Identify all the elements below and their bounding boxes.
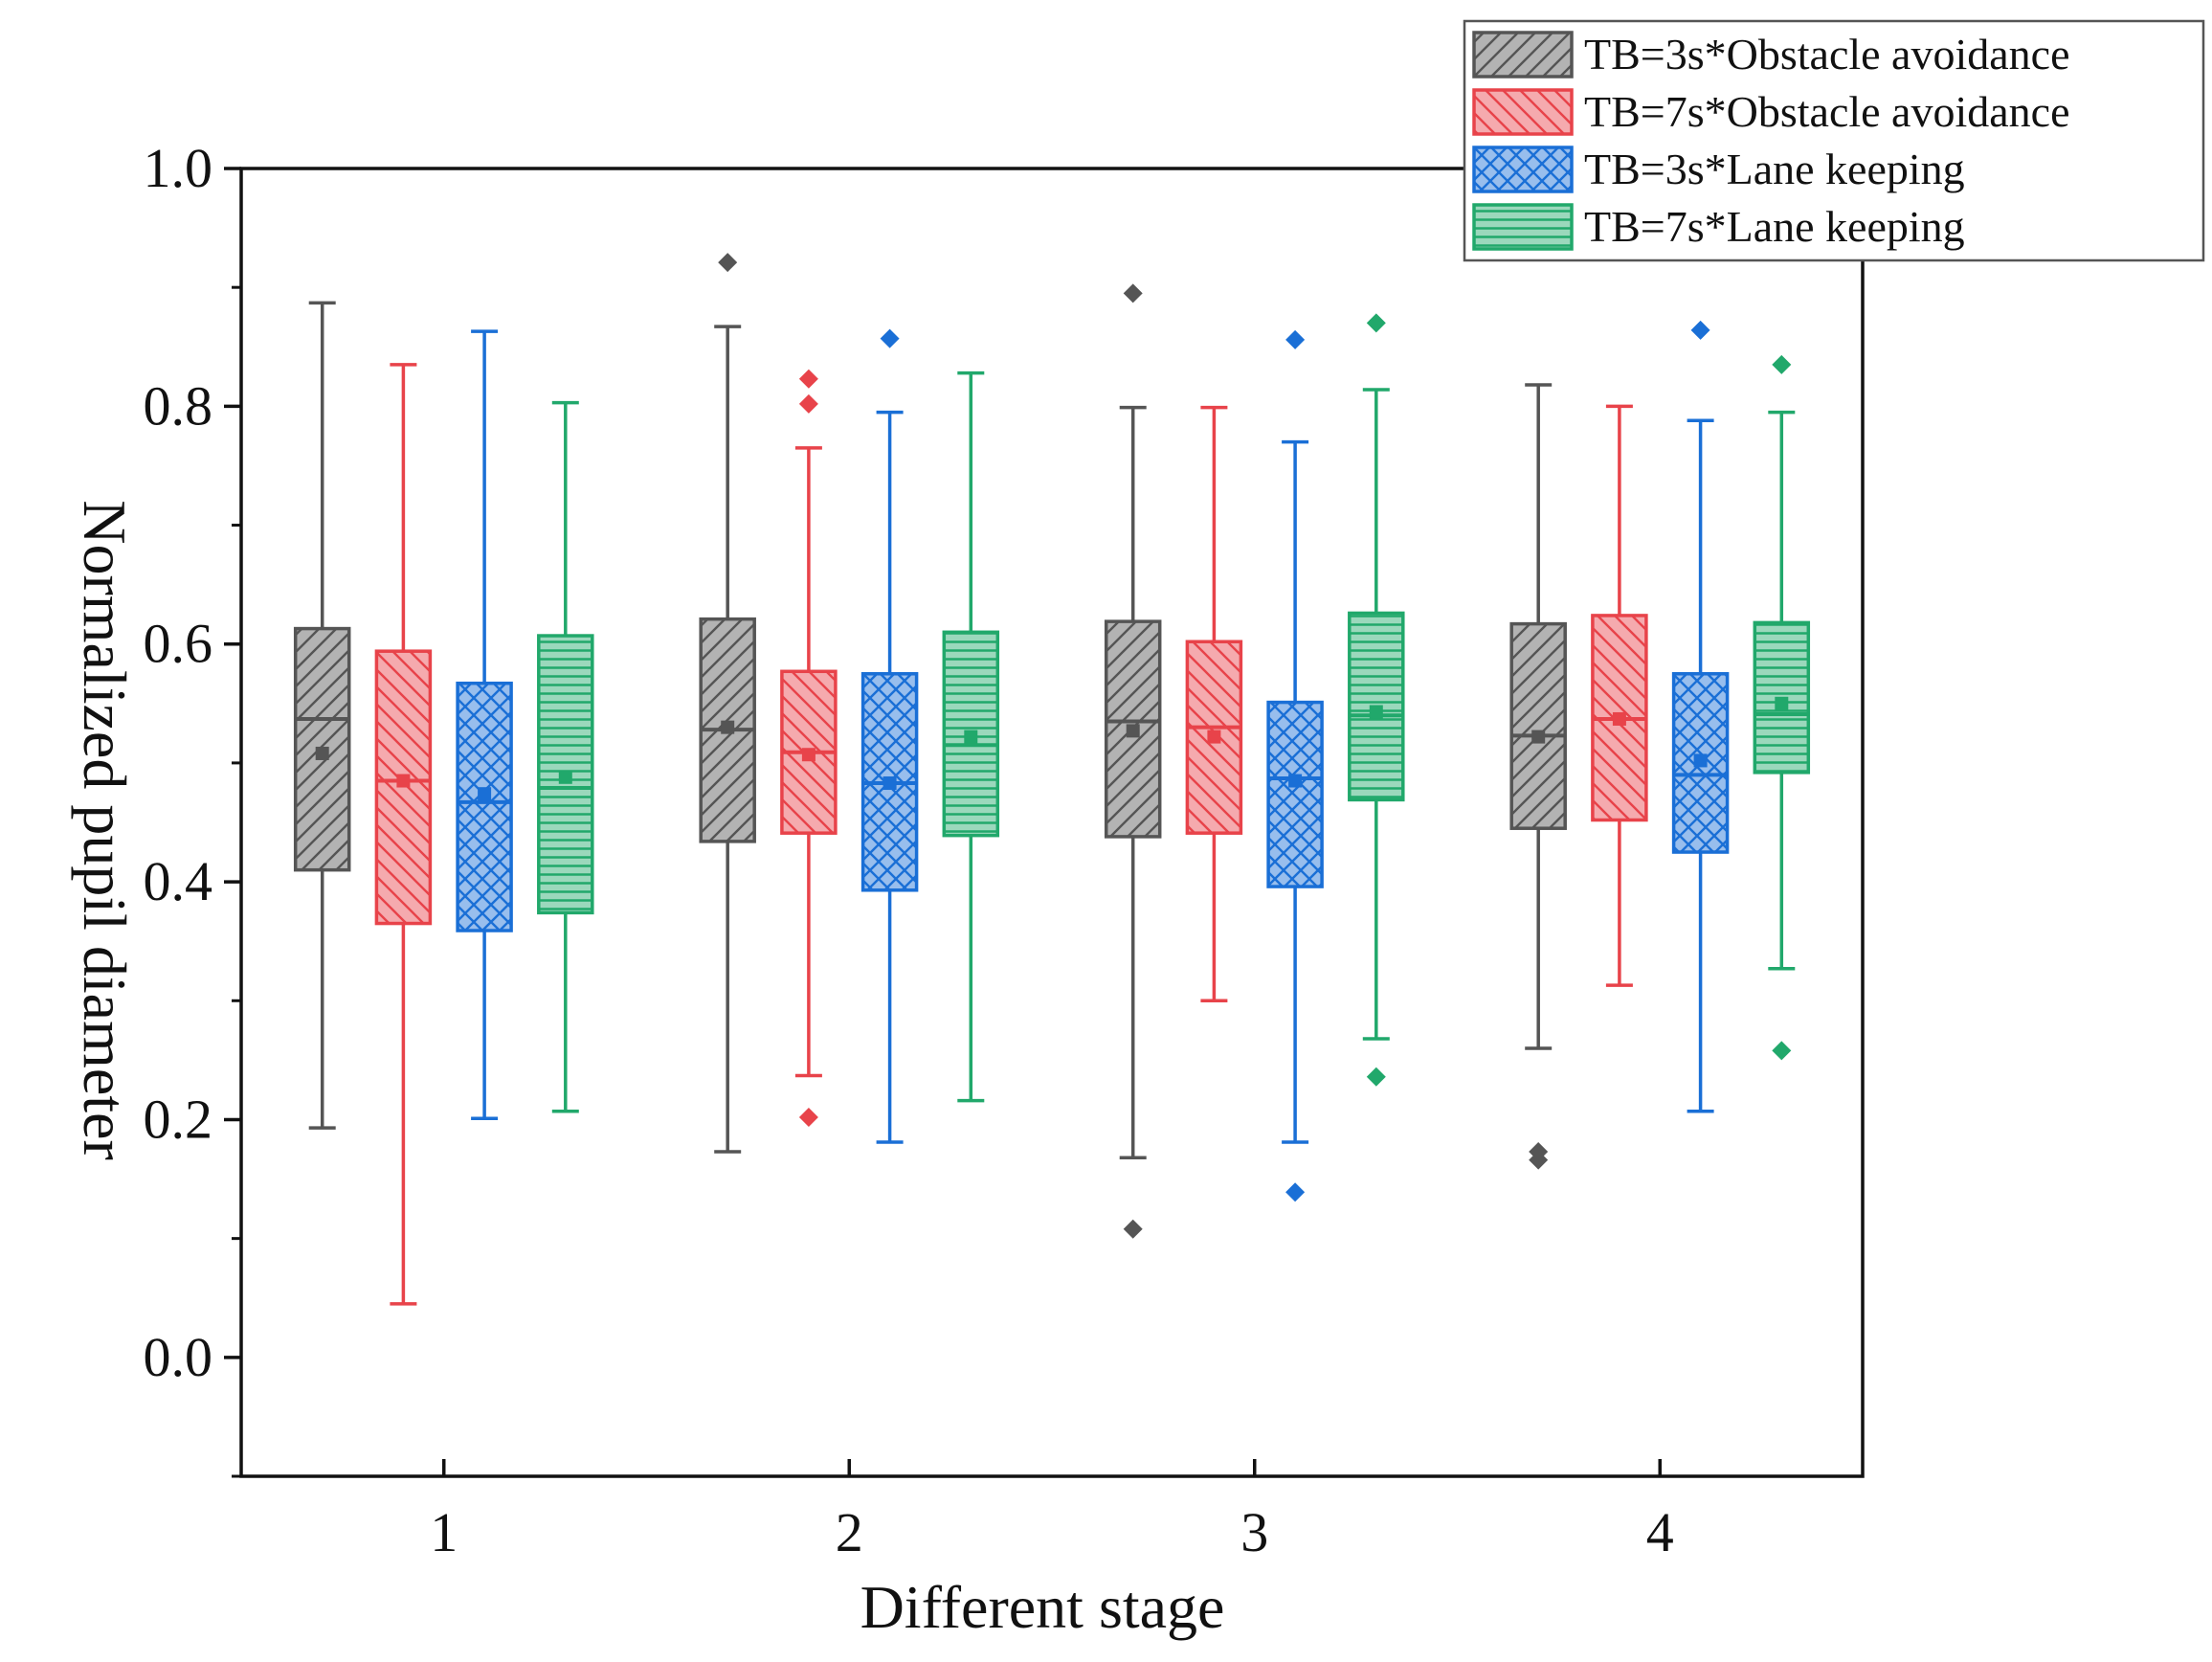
y-axis-title: Normalized pupil diameter — [71, 500, 139, 1160]
box-3-stage-2 — [860, 328, 919, 1144]
iqr-box — [456, 681, 513, 932]
box-2-stage-4 — [1591, 404, 1648, 987]
mean-marker — [558, 770, 572, 784]
y-tick-label: 0.8 — [144, 374, 213, 437]
box-2-stage-1 — [374, 363, 433, 1306]
x-axis-title: Different stage — [860, 1573, 1225, 1641]
boxes-layer — [293, 253, 1811, 1306]
mean-marker — [721, 720, 735, 734]
y-tick-label: 0.6 — [144, 613, 213, 675]
box-1-stage-3 — [1104, 283, 1162, 1239]
axes: 0.0 0.2 0.4 0.6 0.8 1.0 1 2 3 4 Different stage Nor… — [71, 137, 1865, 1641]
box-1-stage-4 — [1509, 383, 1567, 1170]
x-tick-label: 1 — [430, 1501, 458, 1563]
mean-marker — [1612, 711, 1626, 726]
mean-marker — [883, 776, 897, 791]
mean-marker — [1775, 696, 1789, 710]
legend-label: TB=3s*Obstacle avoidance — [1584, 30, 2070, 79]
y-tick-label: 1.0 — [144, 137, 213, 199]
box-4-stage-2 — [942, 371, 1000, 1103]
iqr-box — [1104, 619, 1162, 839]
legend-swatch — [1472, 31, 1574, 79]
box-1-stage-2 — [699, 253, 756, 1154]
outlier-point — [1529, 1150, 1549, 1170]
y-tick-label: 0.0 — [144, 1326, 213, 1388]
outlier-point — [1366, 1067, 1386, 1087]
mean-marker — [478, 787, 492, 801]
mean-marker — [1369, 705, 1383, 719]
outlier-point — [1772, 354, 1792, 374]
x-tick-label: 4 — [1646, 1501, 1674, 1563]
legend-label: TB=7s*Lane keeping — [1584, 202, 1965, 251]
legend-label: TB=3s*Lane keeping — [1584, 145, 1965, 193]
mean-marker — [1531, 730, 1546, 744]
legend: TB=3s*Obstacle avoidance TB=7s*Obstacle a… — [1463, 19, 2205, 262]
outlier-point — [718, 253, 738, 273]
outlier-point — [1690, 320, 1710, 340]
plot-frame — [239, 167, 1865, 1478]
outlier-point — [1285, 1182, 1306, 1202]
y-tick-label: 0.4 — [144, 850, 213, 912]
box-3-stage-3 — [1266, 329, 1324, 1202]
x-tick-label: 3 — [1240, 1501, 1268, 1563]
legend-swatch — [1472, 146, 1574, 193]
mean-marker — [801, 748, 816, 762]
box-2-stage-2 — [780, 369, 838, 1127]
outlier-point — [798, 1107, 818, 1127]
legend-swatch — [1472, 88, 1574, 136]
mean-marker — [1126, 724, 1140, 738]
outlier-point — [798, 369, 818, 389]
box-1-stage-1 — [293, 301, 351, 1130]
y-tick-label: 0.2 — [144, 1088, 213, 1150]
outlier-point — [1123, 283, 1143, 303]
mean-marker — [1207, 730, 1221, 744]
outlier-point — [1772, 1041, 1792, 1061]
mean-marker — [396, 774, 411, 788]
x-tick-label: 2 — [836, 1501, 863, 1563]
outlier-point — [880, 328, 900, 348]
mean-marker — [1288, 774, 1303, 788]
box-2-stage-3 — [1185, 405, 1243, 1003]
outlier-point — [1123, 1219, 1143, 1239]
box-3-stage-4 — [1671, 320, 1730, 1113]
legend-label: TB=7s*Obstacle avoidance — [1584, 87, 2070, 136]
outlier-point — [798, 393, 818, 414]
iqr-box — [1509, 621, 1567, 830]
outlier-point — [1366, 313, 1386, 333]
outlier-point — [1285, 329, 1306, 349]
mean-marker — [1693, 753, 1708, 768]
box-4-stage-4 — [1753, 354, 1811, 1061]
mean-marker — [315, 746, 329, 760]
legend-swatch — [1472, 203, 1574, 251]
legend-frame — [1463, 19, 2205, 262]
mean-marker — [964, 730, 978, 744]
box-3-stage-1 — [456, 329, 513, 1120]
box-4-stage-3 — [1348, 313, 1405, 1087]
iqr-box — [1266, 700, 1324, 888]
box-4-stage-1 — [537, 400, 594, 1113]
